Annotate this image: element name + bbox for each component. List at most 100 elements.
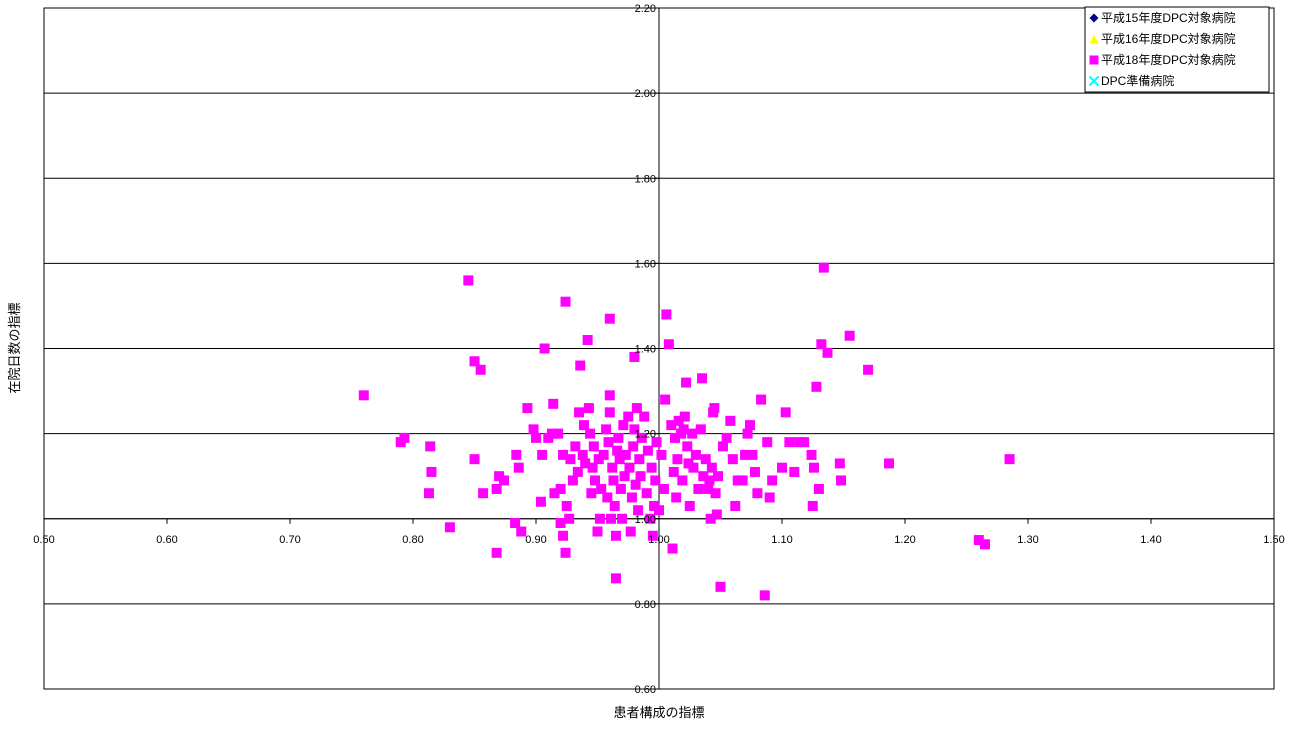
- data-point: [973, 535, 984, 546]
- data-point: [619, 471, 630, 482]
- data-point: [609, 500, 620, 511]
- x-tick-label: 1.10: [771, 534, 792, 546]
- data-point: [561, 500, 572, 511]
- data-point: [574, 407, 585, 418]
- legend-marker: [1089, 34, 1099, 44]
- data-point: [548, 398, 559, 409]
- data-point: [836, 475, 847, 486]
- x-tick-label: 0.80: [402, 534, 423, 546]
- data-point: [645, 513, 656, 524]
- x-tick-label: 1.50: [1263, 534, 1284, 546]
- data-point: [617, 513, 628, 524]
- data-point: [623, 411, 634, 422]
- data-point: [610, 573, 621, 584]
- data-point: [560, 296, 571, 307]
- data-point: [777, 462, 787, 473]
- data-point: [806, 449, 817, 460]
- data-point: [884, 458, 895, 469]
- data-point: [565, 454, 576, 465]
- data-point: [510, 518, 521, 529]
- data-point: [666, 420, 677, 431]
- data-point: [663, 339, 674, 350]
- data-point: [789, 466, 800, 477]
- data-point: [618, 420, 629, 431]
- data-point: [650, 475, 661, 486]
- data-point: [740, 449, 751, 460]
- data-point: [642, 445, 653, 456]
- data-point: [601, 424, 612, 435]
- x-tick-label: 1.20: [894, 534, 915, 546]
- data-point: [546, 428, 557, 439]
- data-point: [586, 488, 597, 499]
- data-point: [583, 403, 594, 414]
- y-tick-label: 1.20: [635, 429, 656, 441]
- data-point: [660, 394, 671, 405]
- data-point: [555, 518, 566, 529]
- y-tick-label: 0.60: [635, 684, 656, 696]
- data-point: [575, 360, 586, 371]
- data-point: [700, 454, 711, 465]
- data-point: [602, 492, 613, 503]
- y-tick-label: 1.00: [635, 514, 656, 526]
- data-point: [745, 420, 756, 431]
- data-point: [463, 275, 474, 286]
- data-point: [727, 454, 738, 465]
- data-point: [620, 449, 631, 460]
- data-point: [693, 483, 704, 494]
- data-point: [608, 475, 619, 486]
- data-point: [717, 441, 728, 452]
- data-point: [688, 462, 699, 473]
- legend-label: 平成18年度DPC対象病院: [1101, 52, 1236, 67]
- axes: [43, 7, 1275, 690]
- data-point: [528, 424, 539, 435]
- data-point: [698, 471, 709, 482]
- legend-label: DPC準備病院: [1101, 73, 1174, 88]
- data-point: [516, 526, 527, 537]
- data-point: [822, 347, 833, 358]
- legend-box: [1084, 6, 1270, 93]
- data-point: [499, 475, 510, 486]
- data-point: [752, 488, 763, 499]
- data-point: [678, 424, 689, 435]
- data-point: [844, 330, 855, 341]
- y-tick-label: 0.80: [635, 599, 656, 611]
- y-tick-label: 1.80: [635, 173, 656, 185]
- data-point: [646, 462, 657, 473]
- data-point: [669, 432, 680, 443]
- y-tick-label: 2.00: [635, 88, 656, 100]
- data-point: [628, 441, 639, 452]
- data-point: [780, 407, 791, 418]
- y-tick-label: 1.40: [635, 344, 656, 356]
- data-point: [596, 483, 607, 494]
- data-point: [725, 415, 736, 426]
- data-point: [635, 471, 646, 482]
- data-point: [651, 437, 662, 448]
- data-point: [863, 364, 874, 375]
- data-point: [756, 394, 767, 405]
- x-tick-label: 0.70: [279, 534, 300, 546]
- data-point: [553, 428, 564, 439]
- data-point: [598, 449, 609, 460]
- data-point: [713, 471, 724, 482]
- x-tick-label: 0.90: [525, 534, 546, 546]
- y-tick-label: 2.20: [635, 3, 656, 15]
- data-point: [697, 373, 708, 384]
- data-point: [604, 407, 615, 418]
- data-point: [612, 445, 623, 456]
- data-point: [706, 462, 717, 473]
- data-point: [711, 509, 722, 520]
- data-point: [513, 462, 524, 473]
- data-point: [572, 466, 583, 477]
- data-point: [604, 313, 615, 324]
- data-point: [626, 492, 637, 503]
- data-point: [671, 492, 682, 503]
- data-point: [625, 526, 636, 537]
- data-point: [808, 462, 819, 473]
- data-point: [816, 339, 827, 350]
- data-point: [690, 449, 701, 460]
- legend-marker: [1089, 55, 1099, 65]
- data-point: [747, 449, 758, 460]
